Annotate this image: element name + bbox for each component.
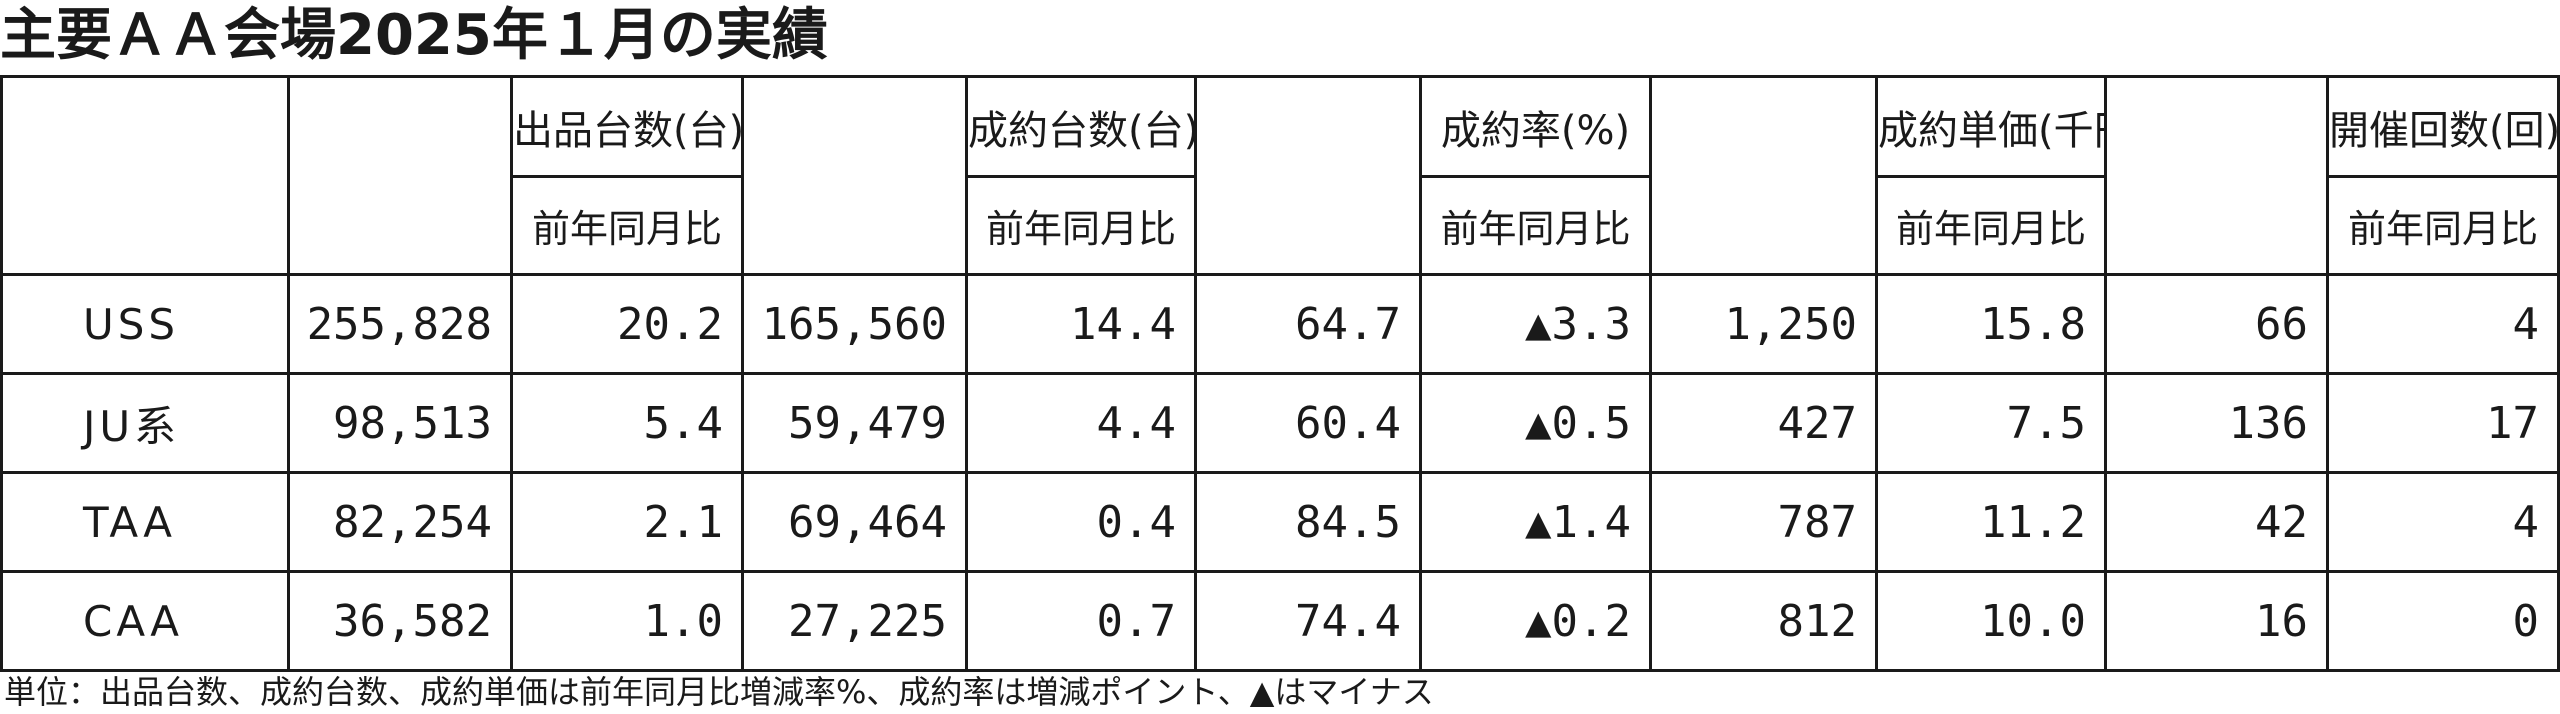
cell-value: 4.4 <box>965 372 1197 474</box>
page-title: 主要ＡＡ会場2025年１月の実績 <box>0 3 828 68</box>
cell-value: 17 <box>2326 372 2560 474</box>
header-group-sold: 成約台数(台) <box>965 75 1197 178</box>
cell-value: 1,250 <box>1649 273 1878 375</box>
cell-value: 136 <box>2104 372 2329 474</box>
row-label: TAA <box>0 471 290 573</box>
cell-value: ▲1.4 <box>1419 471 1652 573</box>
cell-value: ▲0.2 <box>1419 570 1652 672</box>
cell-value: 255,828 <box>287 273 513 375</box>
cell-value: 74.4 <box>1194 570 1422 672</box>
cell-value: 69,464 <box>741 471 968 573</box>
table-row: CAA 36,582 1.0 27,225 0.7 74.4 ▲0.2 812 … <box>0 570 2560 672</box>
cell-value: 4 <box>2326 471 2560 573</box>
cell-value: 66 <box>2104 273 2329 375</box>
row-label: USS <box>0 273 290 375</box>
row-label: CAA <box>0 570 290 672</box>
header-sub-yoy: 前年同月比 <box>2326 175 2560 276</box>
cell-value: 42 <box>2104 471 2329 573</box>
header-sub-yoy: 前年同月比 <box>510 175 744 276</box>
header-group-listed-left <box>287 75 513 177</box>
cell-value: 427 <box>1649 372 1878 474</box>
header-sub-blank <box>2104 176 2329 276</box>
cell-value: 20.2 <box>510 273 744 375</box>
cell-value: 0 <box>2326 570 2560 672</box>
header-group-sessions-left <box>2104 75 2329 177</box>
cell-value: 787 <box>1649 471 1878 573</box>
row-label: JU系 <box>0 372 290 474</box>
cell-value: 98,513 <box>287 372 513 474</box>
header-sub-yoy: 前年同月比 <box>1875 175 2107 276</box>
header-sub-yoy: 前年同月比 <box>1419 175 1652 276</box>
table-row: USS 255,828 20.2 165,560 14.4 64.7 ▲3.3 … <box>0 273 2560 375</box>
cell-value: 2.1 <box>510 471 744 573</box>
header-sub-blank <box>1194 176 1422 276</box>
table-row: TAA 82,254 2.1 69,464 0.4 84.5 ▲1.4 787 … <box>0 471 2560 573</box>
cell-value: ▲0.5 <box>1419 372 1652 474</box>
cell-value: 27,225 <box>741 570 968 672</box>
header-group-sessions: 開催回数(回) <box>2326 75 2560 178</box>
cell-value: 10.0 <box>1875 570 2107 672</box>
cell-value: 82,254 <box>287 471 513 573</box>
header-row-sub: 前年同月比 前年同月比 前年同月比 前年同月比 前年同月比 <box>2 175 2560 276</box>
cell-value: 15.8 <box>1875 273 2107 375</box>
cell-value: 5.4 <box>510 372 744 474</box>
cell-value: 60.4 <box>1194 372 1422 474</box>
cell-value: 84.5 <box>1194 471 1422 573</box>
header-corner <box>0 75 290 276</box>
header-sub-yoy: 前年同月比 <box>965 175 1197 276</box>
cell-value: 14.4 <box>965 273 1197 375</box>
cell-value: 7.5 <box>1875 372 2107 474</box>
header-group-sold-left <box>741 75 968 177</box>
cell-value: 165,560 <box>741 273 968 375</box>
header-sub-blank <box>741 176 968 276</box>
header-group-price: 成約単価(千円) <box>1875 75 2107 178</box>
cell-value: ▲3.3 <box>1419 273 1652 375</box>
footnote: 単位：出品台数、成約台数、成約単価は前年同月比増減率%、成約率は増減ポイント、▲… <box>4 673 1434 711</box>
cell-value: 0.4 <box>965 471 1197 573</box>
header-sub-blank <box>287 176 513 276</box>
header-group-rate: 成約率(%) <box>1419 75 1652 178</box>
header-sub-blank <box>1649 176 1878 276</box>
header-group-price-left <box>1649 75 1878 177</box>
cell-value: 16 <box>2104 570 2329 672</box>
cell-value: 0.7 <box>965 570 1197 672</box>
table-row: JU系 98,513 5.4 59,479 4.4 60.4 ▲0.5 427 … <box>0 372 2560 474</box>
cell-value: 36,582 <box>287 570 513 672</box>
cell-value: 4 <box>2326 273 2560 375</box>
cell-value: 1.0 <box>510 570 744 672</box>
header-group-rate-left <box>1194 75 1422 177</box>
cell-value: 59,479 <box>741 372 968 474</box>
cell-value: 64.7 <box>1194 273 1422 375</box>
cell-value: 11.2 <box>1875 471 2107 573</box>
results-table: 出品台数(台) 成約台数(台) 成約率(%) 成約単価(千円) 開催回数(回) … <box>0 75 2560 672</box>
header-group-listed: 出品台数(台) <box>510 75 744 178</box>
header-row-groups: 出品台数(台) 成約台数(台) 成約率(%) 成約単価(千円) 開催回数(回) <box>0 75 2560 276</box>
cell-value: 812 <box>1649 570 1878 672</box>
